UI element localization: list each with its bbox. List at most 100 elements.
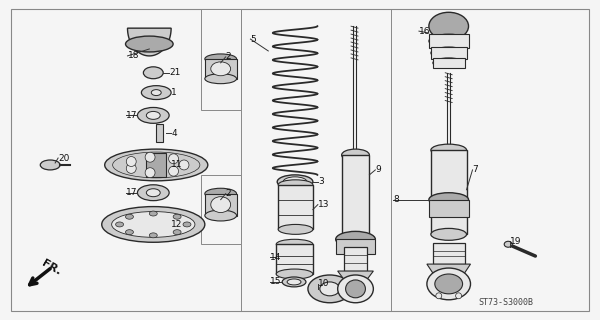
Ellipse shape	[427, 268, 470, 300]
Text: 13: 13	[318, 200, 329, 209]
Ellipse shape	[431, 228, 467, 240]
Ellipse shape	[308, 275, 352, 303]
Ellipse shape	[283, 177, 307, 187]
Ellipse shape	[276, 269, 313, 279]
Bar	[276, 244, 313, 274]
Ellipse shape	[205, 210, 236, 221]
Ellipse shape	[173, 230, 181, 235]
Text: 2: 2	[226, 189, 231, 198]
Text: 14: 14	[270, 253, 281, 262]
Ellipse shape	[287, 279, 301, 285]
Ellipse shape	[211, 62, 230, 76]
Ellipse shape	[40, 160, 60, 170]
Text: 16: 16	[419, 27, 430, 36]
Text: 15: 15	[270, 277, 282, 286]
Circle shape	[145, 168, 155, 178]
Ellipse shape	[429, 34, 469, 48]
Ellipse shape	[429, 193, 469, 207]
Polygon shape	[427, 264, 470, 298]
Ellipse shape	[183, 222, 191, 227]
Ellipse shape	[341, 233, 370, 245]
Bar	[278, 185, 313, 229]
Ellipse shape	[278, 180, 313, 190]
Text: 1: 1	[171, 88, 177, 97]
Ellipse shape	[433, 58, 464, 68]
Circle shape	[169, 154, 179, 164]
Circle shape	[179, 160, 189, 170]
Text: 18: 18	[128, 52, 139, 60]
Ellipse shape	[149, 211, 157, 216]
Text: 2: 2	[226, 52, 231, 61]
Bar	[201, 175, 241, 244]
Bar	[431, 150, 467, 234]
Bar	[431, 47, 467, 59]
Ellipse shape	[278, 224, 313, 234]
Text: ST73-S3000B: ST73-S3000B	[478, 298, 533, 307]
Ellipse shape	[335, 231, 376, 247]
Bar	[156, 124, 163, 142]
Text: 5: 5	[250, 35, 256, 44]
Text: 9: 9	[376, 165, 381, 174]
Text: 8: 8	[393, 195, 399, 204]
Text: FR.: FR.	[40, 258, 63, 276]
Ellipse shape	[205, 188, 236, 199]
Bar	[201, 9, 241, 110]
Text: 10: 10	[318, 279, 329, 288]
Ellipse shape	[125, 36, 173, 52]
Text: 17: 17	[125, 188, 137, 197]
Ellipse shape	[346, 280, 365, 298]
Ellipse shape	[151, 90, 161, 96]
Ellipse shape	[102, 207, 205, 242]
Ellipse shape	[431, 144, 467, 156]
Ellipse shape	[211, 197, 230, 212]
Bar	[433, 58, 464, 68]
Ellipse shape	[146, 189, 160, 197]
Bar	[344, 247, 367, 271]
Ellipse shape	[205, 74, 236, 84]
Bar	[433, 243, 464, 264]
Ellipse shape	[205, 54, 236, 64]
Bar	[429, 200, 469, 218]
Ellipse shape	[320, 282, 340, 296]
Circle shape	[455, 293, 461, 299]
Ellipse shape	[137, 108, 169, 123]
Ellipse shape	[341, 149, 370, 161]
Ellipse shape	[105, 149, 208, 181]
Bar	[341, 155, 370, 239]
Ellipse shape	[277, 175, 313, 189]
Text: 21: 21	[169, 68, 181, 77]
Ellipse shape	[276, 239, 313, 249]
Text: 12: 12	[171, 220, 182, 229]
Ellipse shape	[173, 214, 181, 219]
Ellipse shape	[137, 185, 169, 201]
Ellipse shape	[429, 12, 469, 40]
Text: 4: 4	[171, 129, 177, 138]
Polygon shape	[338, 271, 373, 301]
Ellipse shape	[112, 212, 195, 237]
Text: 20: 20	[58, 154, 70, 163]
Ellipse shape	[143, 67, 163, 79]
Text: 11: 11	[171, 160, 182, 170]
Bar	[146, 153, 166, 177]
Ellipse shape	[146, 111, 160, 119]
Polygon shape	[128, 28, 171, 56]
Ellipse shape	[125, 214, 133, 219]
Circle shape	[126, 156, 136, 166]
Bar	[205, 194, 236, 215]
Ellipse shape	[431, 47, 467, 59]
Bar	[205, 59, 236, 79]
Ellipse shape	[116, 222, 124, 227]
Text: 7: 7	[472, 165, 478, 174]
Text: 19: 19	[510, 237, 521, 246]
Ellipse shape	[435, 274, 463, 294]
Ellipse shape	[504, 241, 512, 247]
Ellipse shape	[338, 275, 373, 303]
Ellipse shape	[142, 86, 171, 100]
Ellipse shape	[282, 277, 306, 287]
Circle shape	[126, 164, 136, 173]
Text: 17: 17	[125, 111, 137, 120]
Bar	[335, 239, 376, 254]
Circle shape	[145, 152, 155, 162]
Circle shape	[169, 166, 179, 176]
Text: 3: 3	[318, 177, 323, 186]
